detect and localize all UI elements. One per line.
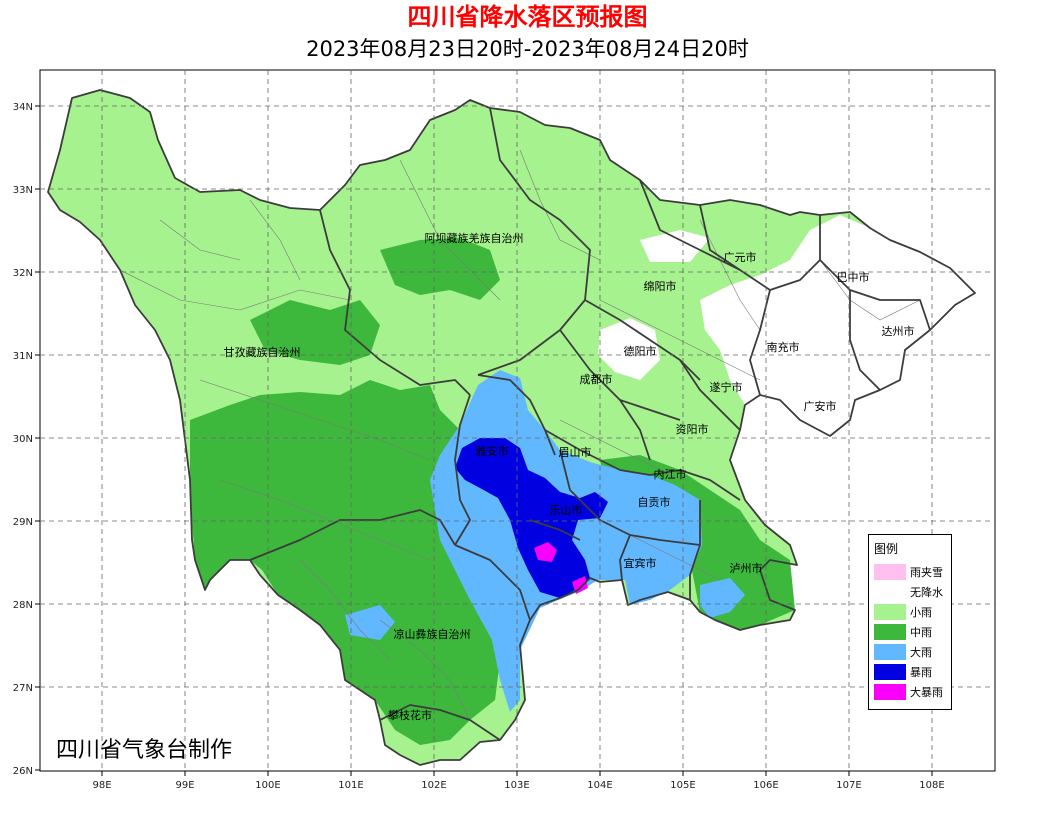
region-label-luzhou: 泸州市 [730,561,763,575]
heavy-rain-area [345,605,395,640]
lat-label: 30N [13,434,33,445]
region-label-neijiang: 内江市 [654,467,687,481]
legend-label: 暴雨 [910,666,932,679]
extreme-rain-area [534,542,557,562]
legend-swatch [874,664,906,680]
lat-label: 33N [13,185,33,196]
lon-label: 101E [338,780,363,791]
legend-label: 大暴雨 [910,686,943,699]
legend-swatch [874,684,906,700]
region-label-nanchong: 南充市 [767,340,800,354]
region-label-deyang: 德阳市 [624,344,657,358]
region-label-aba: 阿坝藏族羌族自治州 [425,231,524,245]
legend-item: 中雨 [874,624,932,640]
legend-item: 无降水 [874,584,943,600]
legend-swatch [874,564,906,580]
longitude-labels: 98E 99E 100E 101E 102E 103E 104E 105E 10… [92,780,944,791]
lat-label: 32N [13,268,33,279]
legend-label: 雨夹雪 [910,566,943,579]
tick-marks [35,105,933,776]
province-outline [47,89,976,766]
region-label-yaan: 雅安市 [476,444,509,458]
region-label-chengdu: 成都市 [580,372,613,386]
legend-item: 大雨 [874,644,932,660]
lon-label: 108E [919,780,944,791]
lat-label: 31N [13,351,33,362]
lat-label: 27N [13,683,33,694]
moderate-rain-area [380,238,500,300]
legend-label: 大雨 [910,646,932,659]
no-rain-area [640,230,710,262]
legend-title: 图例 [874,542,899,556]
legend-item: 雨夹雪 [874,564,943,580]
region-label-meishan: 眉山市 [559,445,592,459]
region-label-yibin: 宜宾市 [624,556,657,570]
lat-label: 26N [13,766,33,777]
lat-label: 29N [13,517,33,528]
no-rain-area [700,215,975,436]
region-label-suining: 遂宁市 [710,380,743,394]
county-boundaries [119,149,921,721]
lat-label: 34N [13,102,33,113]
rainstorm-area [455,438,608,598]
region-label-liangshan: 凉山彝族自治州 [394,627,471,641]
credit-text: 四川省气象台制作 [56,738,233,763]
legend: 图例 雨夹雪 无降水 小雨 中雨 大雨 暴雨 大暴雨 [868,534,952,710]
region-label-guangan: 广安市 [804,399,837,413]
heavy-rain-area [700,578,745,618]
legend-swatch [874,584,906,600]
lon-label: 103E [504,780,529,791]
map-title: 四川省降水落区预报图 [407,3,648,31]
region-label-leshan: 乐山市 [550,503,583,517]
region-labels: 阿坝藏族羌族自治州 甘孜藏族自治州 凉山彝族自治州 攀枝花市 广元市 巴中市 绵… [224,231,915,722]
lon-label: 105E [670,780,695,791]
legend-swatch [874,644,906,660]
lon-label: 107E [836,780,861,791]
legend-label: 小雨 [910,606,932,619]
legend-item: 暴雨 [874,664,932,680]
no-rain-area [598,318,660,380]
region-label-panzhihua: 攀枝花市 [388,708,432,722]
lon-label: 98E [92,780,111,791]
region-label-ziyang: 资阳市 [676,422,709,436]
region-label-guangyuan: 广元市 [724,250,757,264]
map-subtitle: 2023年08月23日20时-2023年08月24日20时 [306,37,749,61]
latitude-labels: 34N 33N 32N 31N 30N 29N 28N 27N 26N [13,102,33,777]
region-label-ganzi: 甘孜藏族自治州 [224,345,301,359]
legend-swatch [874,604,906,620]
grid-lines [40,70,995,771]
lon-label: 99E [175,780,194,791]
lat-label: 28N [13,600,33,611]
lon-label: 104E [587,780,612,791]
rain-areas [48,90,975,765]
legend-item: 小雨 [874,604,932,620]
region-label-mianyang: 绵阳市 [644,279,677,293]
lon-label: 106E [753,780,778,791]
region-label-dazhou: 达州市 [882,324,915,338]
moderate-rain-area [190,380,500,745]
lon-label: 100E [255,780,280,791]
legend-swatch [874,624,906,640]
extreme-rain-area [572,576,588,594]
legend-label: 中雨 [910,626,932,639]
lon-label: 102E [421,780,446,791]
region-label-zigong: 自贡市 [638,495,671,509]
region-label-bazhong: 巴中市 [837,270,870,284]
legend-label: 无降水 [910,586,943,599]
legend-item: 大暴雨 [874,684,943,700]
